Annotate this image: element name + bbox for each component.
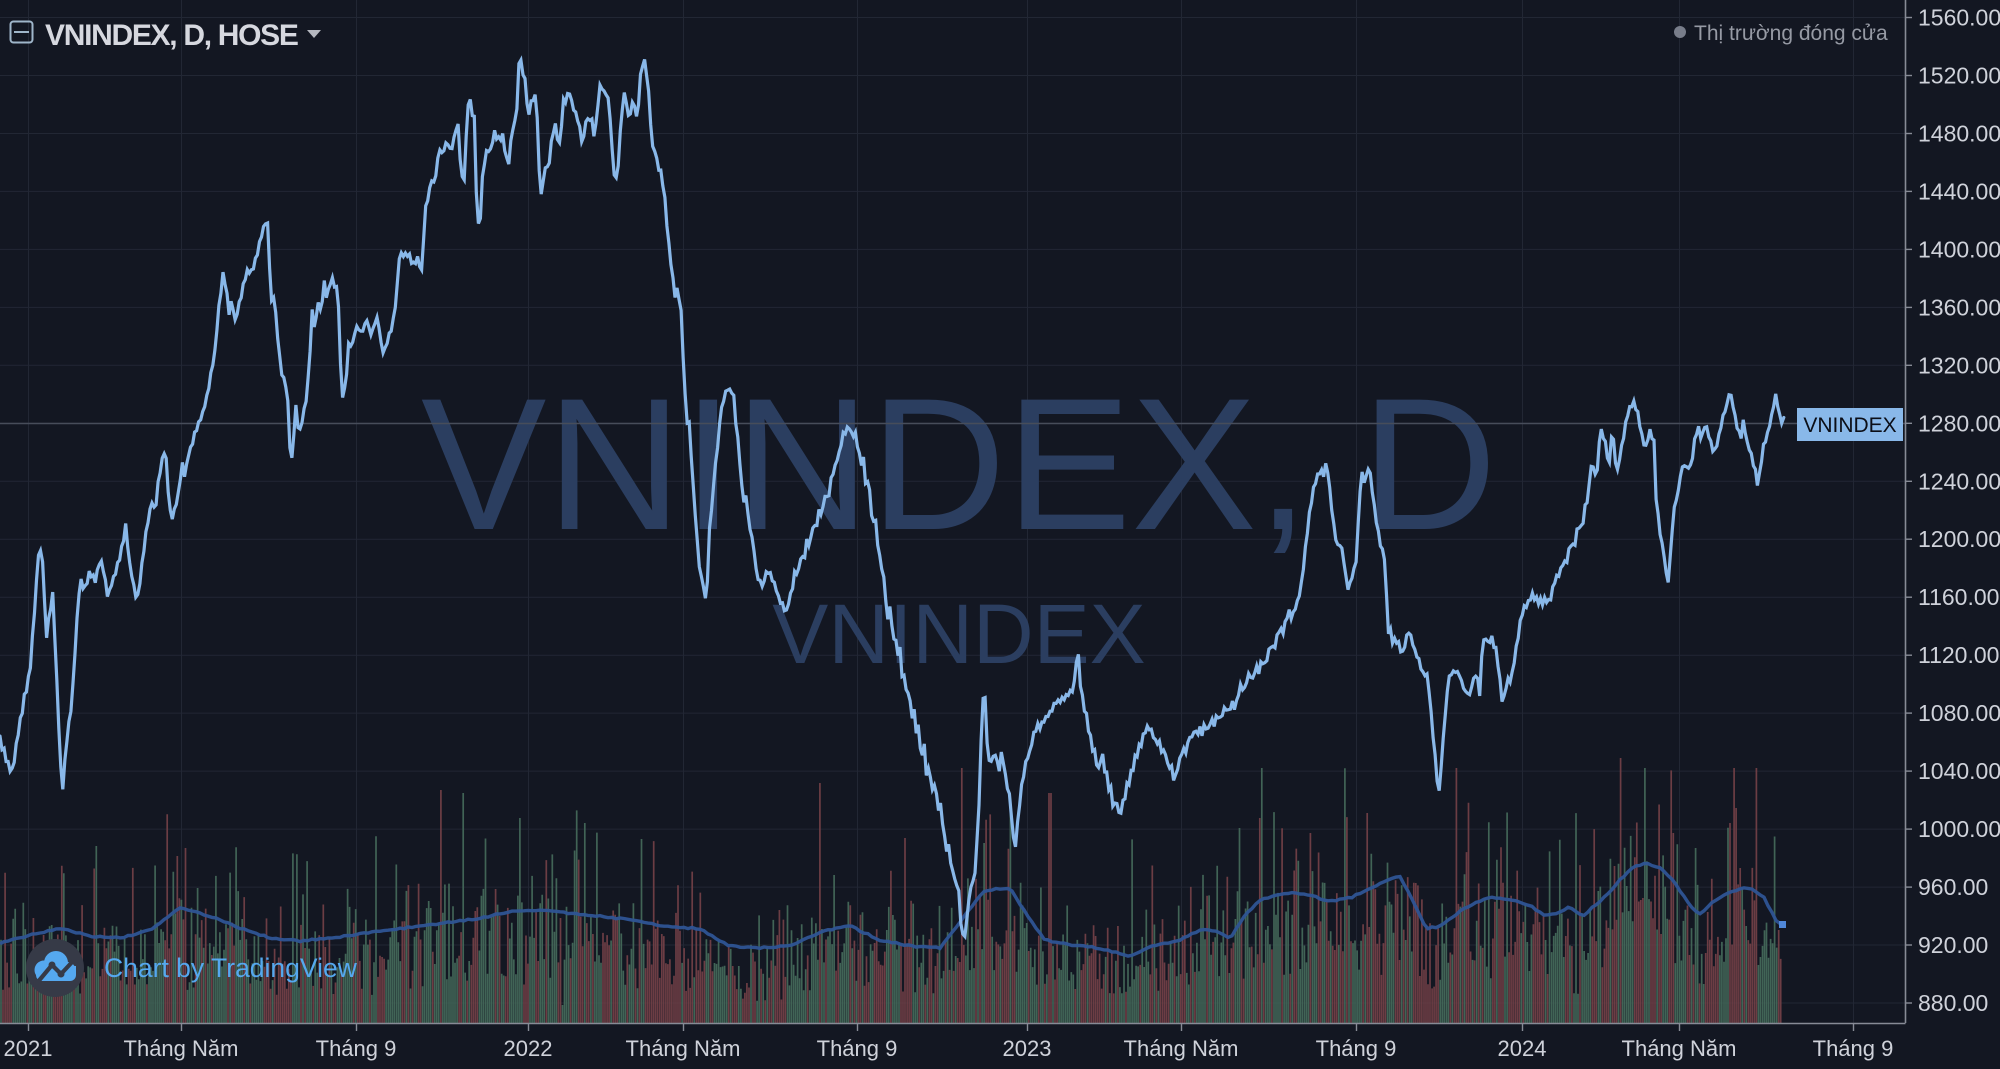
svg-text:2021: 2021 <box>4 1036 53 1061</box>
svg-text:2022: 2022 <box>504 1036 553 1061</box>
svg-text:1520.00: 1520.00 <box>1918 63 2000 89</box>
svg-text:1480.00: 1480.00 <box>1918 121 2000 147</box>
svg-text:VNINDEX: VNINDEX <box>772 587 1145 681</box>
svg-text:1400.00: 1400.00 <box>1918 236 2000 262</box>
svg-text:Tháng Năm: Tháng Năm <box>124 1036 239 1061</box>
svg-text:VNINDEX: VNINDEX <box>1803 414 1896 437</box>
svg-text:Tháng 9: Tháng 9 <box>1316 1036 1397 1061</box>
svg-text:VNINDEX, D, HOSE: VNINDEX, D, HOSE <box>45 19 298 52</box>
svg-text:880.00: 880.00 <box>1918 990 1988 1016</box>
svg-text:1240.00: 1240.00 <box>1918 468 2000 494</box>
svg-text:1200.00: 1200.00 <box>1918 526 2000 552</box>
svg-text:Tháng 9: Tháng 9 <box>1813 1036 1894 1061</box>
svg-text:1000.00: 1000.00 <box>1918 816 2000 842</box>
svg-text:1120.00: 1120.00 <box>1918 642 1999 668</box>
svg-text:Tháng 9: Tháng 9 <box>316 1036 397 1061</box>
svg-text:1360.00: 1360.00 <box>1918 294 2000 320</box>
svg-text:Tháng Năm: Tháng Năm <box>1622 1036 1737 1061</box>
svg-text:Chart by TradingView: Chart by TradingView <box>104 953 358 983</box>
svg-text:920.00: 920.00 <box>1918 932 1988 958</box>
svg-text:Tháng 9: Tháng 9 <box>817 1036 898 1061</box>
svg-text:VNINDEX, D: VNINDEX, D <box>421 359 1497 569</box>
svg-text:Tháng Năm: Tháng Năm <box>626 1036 741 1061</box>
svg-text:1080.00: 1080.00 <box>1918 700 2000 726</box>
svg-text:2023: 2023 <box>1003 1036 1052 1061</box>
svg-text:Tháng Năm: Tháng Năm <box>1124 1036 1239 1061</box>
svg-text:1560.00: 1560.00 <box>1918 5 2000 31</box>
svg-text:960.00: 960.00 <box>1918 874 1988 900</box>
svg-text:1440.00: 1440.00 <box>1918 178 2000 204</box>
svg-text:1280.00: 1280.00 <box>1918 410 2000 436</box>
svg-text:2024: 2024 <box>1498 1036 1547 1061</box>
svg-text:Thị trường đóng cửa: Thị trường đóng cửa <box>1694 22 1888 45</box>
svg-text:1320.00: 1320.00 <box>1918 352 2000 378</box>
svg-text:1040.00: 1040.00 <box>1918 758 2000 784</box>
svg-text:1160.00: 1160.00 <box>1918 584 1999 610</box>
